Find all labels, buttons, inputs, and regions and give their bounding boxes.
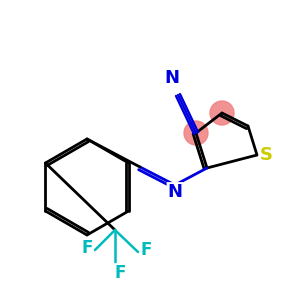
Text: S: S xyxy=(260,146,272,164)
Text: F: F xyxy=(81,239,93,257)
Circle shape xyxy=(210,101,234,125)
Circle shape xyxy=(184,121,208,145)
Text: F: F xyxy=(140,241,152,259)
Text: F: F xyxy=(114,264,126,282)
Text: N: N xyxy=(167,183,182,201)
Text: N: N xyxy=(164,69,179,87)
